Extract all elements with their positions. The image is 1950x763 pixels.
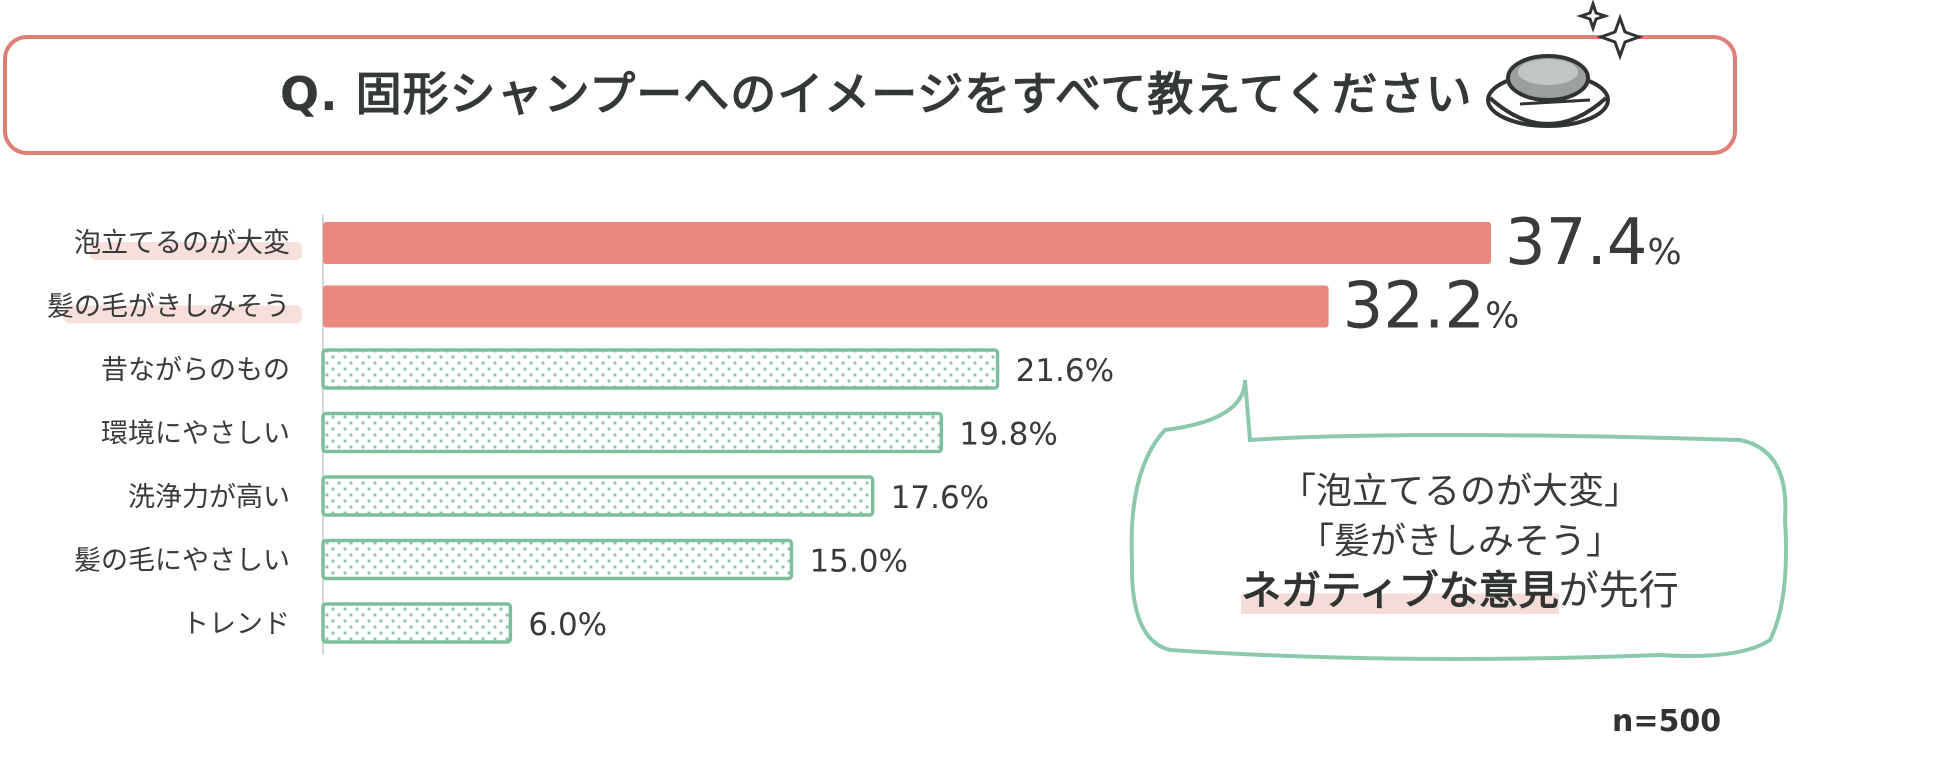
sparkle-icon xyxy=(1576,0,1644,61)
category-label: 髪の毛にやさしい xyxy=(74,546,290,577)
category-label: トレンド xyxy=(182,609,290,640)
category-label: 昔ながらのもの xyxy=(101,355,290,386)
category-label: 泡立てるのが大変 xyxy=(74,228,290,259)
bar xyxy=(323,222,1491,264)
bar xyxy=(321,538,794,581)
chart-title: Q. 固形シャンプーへのイメージをすべて教えてください xyxy=(280,67,1473,121)
bar xyxy=(321,475,875,517)
bar xyxy=(321,348,1000,390)
callout-line-3: ネガティブな意見が先行 xyxy=(1140,558,1780,616)
category-label: 髪の毛がきしみそう xyxy=(47,292,290,323)
sample-size-label: n=500 xyxy=(1612,704,1722,739)
data-label: 37.4% xyxy=(1505,206,1682,280)
callout-line-2: 「髪がきしみそう」 xyxy=(1297,521,1622,562)
data-label: 17.6% xyxy=(891,480,989,516)
category-label: 洗浄力が高い xyxy=(128,482,290,513)
category-label-highlight xyxy=(90,242,302,260)
callout-emphasis: ネガティブな意見 xyxy=(1241,568,1559,614)
title-frame xyxy=(3,0,1737,155)
data-label: 19.8% xyxy=(959,417,1057,453)
bar xyxy=(321,602,513,644)
bar xyxy=(321,411,944,454)
callout-line-1: 「泡立てるのが大変」 xyxy=(1279,471,1640,512)
data-label: 15.0% xyxy=(809,544,907,580)
category-label-highlight xyxy=(64,305,302,324)
data-label: 32.2% xyxy=(1343,270,1520,344)
soap-dish-icon xyxy=(1486,54,1610,128)
category-label: 環境にやさしい xyxy=(101,419,290,450)
callout-rest: が先行 xyxy=(1558,568,1679,614)
data-label: 21.6% xyxy=(1016,353,1114,389)
bar xyxy=(323,285,1329,328)
data-label: 6.0% xyxy=(528,607,607,643)
